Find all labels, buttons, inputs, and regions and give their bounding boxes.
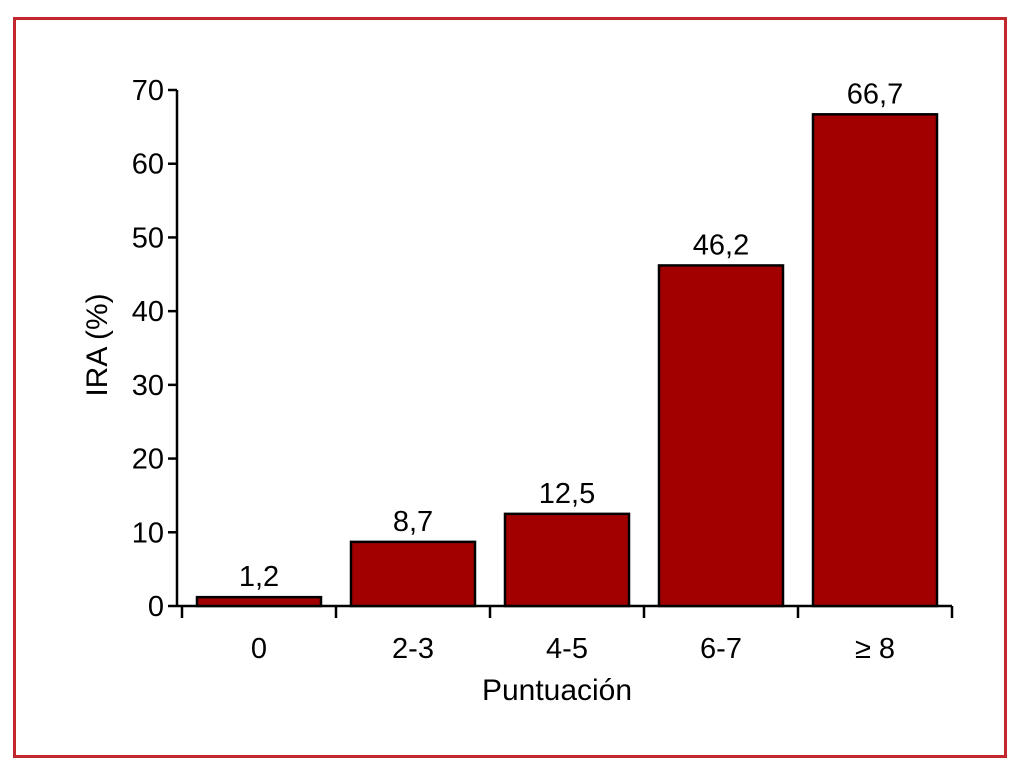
y-tick-label: 20 xyxy=(132,444,164,476)
data-labels-group: 1,2 8,7 12,5 46,2 66,7 xyxy=(239,78,903,593)
bar xyxy=(195,595,323,608)
x-tick-label: 2-3 xyxy=(392,633,434,665)
x-tick-label: 0 xyxy=(251,633,267,665)
bar xyxy=(503,512,631,608)
y-tick-label: 50 xyxy=(132,222,164,254)
bar-value-label: 1,2 xyxy=(239,561,279,593)
y-tick-label: 0 xyxy=(148,591,164,623)
y-axis: 0 10 20 30 40 50 60 70 xyxy=(132,75,179,623)
x-axis: 0 2-3 4-5 6-7 ≥ 8 xyxy=(177,604,954,665)
bar xyxy=(657,264,785,608)
bar-value-label: 46,2 xyxy=(693,229,749,261)
y-tick-label: 60 xyxy=(132,149,164,181)
bar xyxy=(811,113,939,608)
y-axis-title: IRA (%) xyxy=(81,293,114,396)
bar xyxy=(349,540,477,608)
bar-value-label: 8,7 xyxy=(393,506,433,538)
x-tick-label: 6-7 xyxy=(700,633,742,665)
y-tick-label: 70 xyxy=(132,75,164,107)
x-tick-label: 4-5 xyxy=(546,633,588,665)
bar-value-label: 66,7 xyxy=(847,78,903,110)
x-axis-title: Puntuación xyxy=(482,674,632,707)
y-tick-label: 40 xyxy=(132,296,164,328)
bar-value-label: 12,5 xyxy=(539,478,595,510)
x-tick-label: ≥ 8 xyxy=(855,633,895,665)
y-tick-label: 10 xyxy=(132,517,164,549)
bars-group xyxy=(195,113,939,608)
y-tick-label: 30 xyxy=(132,370,164,402)
